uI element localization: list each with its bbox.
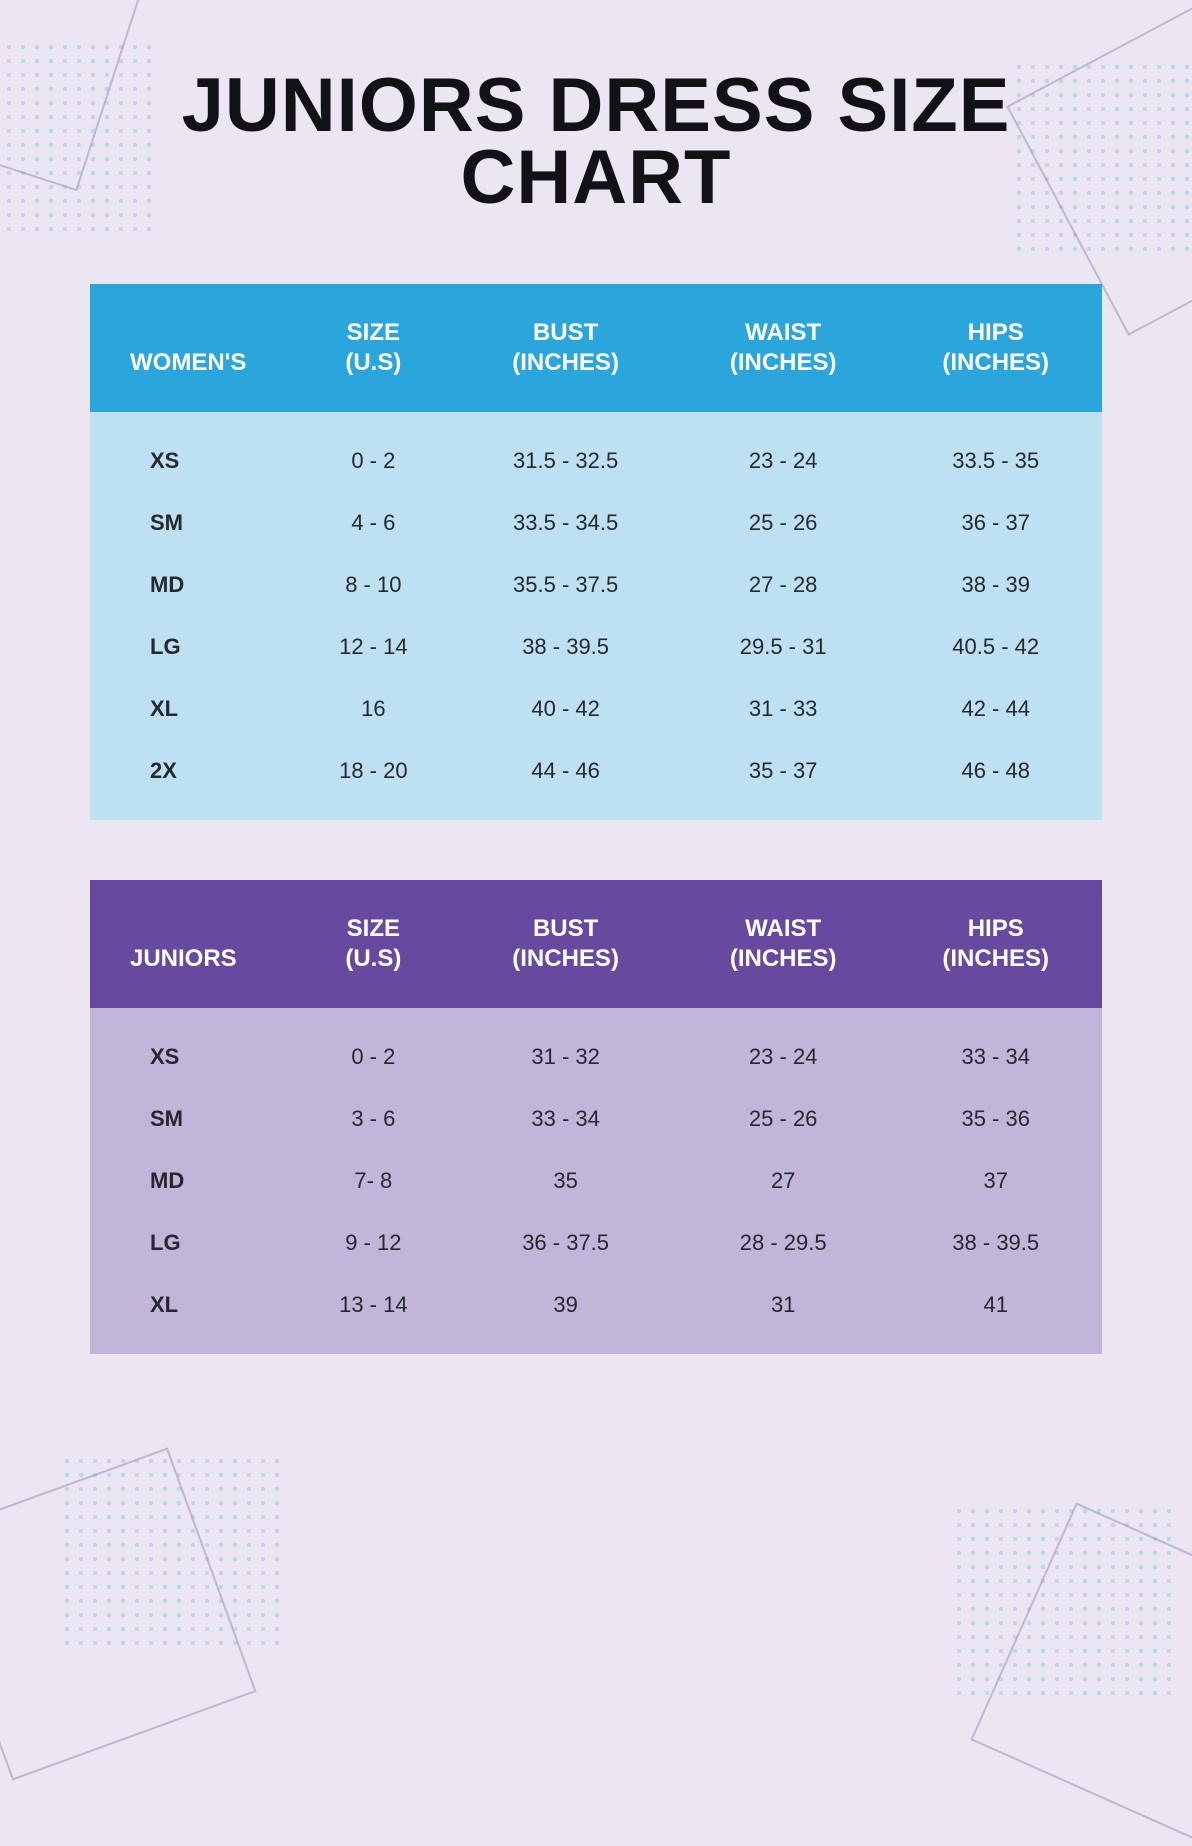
- col-header-bust: BUST (INCHES): [454, 880, 677, 1008]
- table-cell: 44 - 46: [454, 740, 677, 820]
- table-cell: 7- 8: [292, 1150, 454, 1212]
- table-cell: 39: [454, 1274, 677, 1354]
- size-label-cell: 2X: [90, 740, 292, 820]
- col-header-waist: WAIST (INCHES): [677, 880, 890, 1008]
- table-cell: 38 - 39.5: [454, 616, 677, 678]
- page-container: JUNIORS DRESS SIZE CHART WOMEN'S SIZE (U…: [0, 0, 1192, 1494]
- size-label-cell: LG: [90, 1212, 292, 1274]
- table-cell: 31.5 - 32.5: [454, 412, 677, 492]
- size-label-cell: MD: [90, 554, 292, 616]
- table-cell: 40.5 - 42: [889, 616, 1102, 678]
- table-cell: 33 - 34: [454, 1088, 677, 1150]
- table-row: MD 8 - 10 35.5 - 37.5 27 - 28 38 - 39: [90, 554, 1102, 616]
- size-label-cell: XS: [90, 1008, 292, 1088]
- table-row: XL 13 - 14 39 31 41: [90, 1274, 1102, 1354]
- table-cell: 0 - 2: [292, 1008, 454, 1088]
- womens-size-table: WOMEN'S SIZE (U.S) BUST (INCHES) WAIST (…: [90, 284, 1102, 820]
- col-header-hips: HIPS (INCHES): [889, 284, 1102, 412]
- size-label-cell: SM: [90, 1088, 292, 1150]
- table-cell: 12 - 14: [292, 616, 454, 678]
- table-header-row: JUNIORS SIZE (U.S) BUST (INCHES) WAIST (…: [90, 880, 1102, 1008]
- table-cell: 29.5 - 31: [677, 616, 890, 678]
- size-label-cell: XL: [90, 1274, 292, 1354]
- table-cell: 35 - 36: [889, 1088, 1102, 1150]
- table-row: SM 4 - 6 33.5 - 34.5 25 - 26 36 - 37: [90, 492, 1102, 554]
- table-cell: 23 - 24: [677, 412, 890, 492]
- table-header-row: WOMEN'S SIZE (U.S) BUST (INCHES) WAIST (…: [90, 284, 1102, 412]
- col-header-juniors: JUNIORS: [90, 880, 292, 1008]
- juniors-size-table: JUNIORS SIZE (U.S) BUST (INCHES) WAIST (…: [90, 880, 1102, 1354]
- table-row: SM 3 - 6 33 - 34 25 - 26 35 - 36: [90, 1088, 1102, 1150]
- size-label-cell: XS: [90, 412, 292, 492]
- table-cell: 18 - 20: [292, 740, 454, 820]
- table-cell: 31: [677, 1274, 890, 1354]
- table-cell: 25 - 26: [677, 1088, 890, 1150]
- table-cell: 46 - 48: [889, 740, 1102, 820]
- table-cell: 27 - 28: [677, 554, 890, 616]
- col-header-waist: WAIST (INCHES): [677, 284, 890, 412]
- size-label-cell: LG: [90, 616, 292, 678]
- col-header-size: SIZE (U.S): [292, 880, 454, 1008]
- table-cell: 27: [677, 1150, 890, 1212]
- table-cell: 35 - 37: [677, 740, 890, 820]
- table-cell: 31 - 33: [677, 678, 890, 740]
- col-header-hips: HIPS (INCHES): [889, 880, 1102, 1008]
- table-row: LG 12 - 14 38 - 39.5 29.5 - 31 40.5 - 42: [90, 616, 1102, 678]
- table-row: 2X 18 - 20 44 - 46 35 - 37 46 - 48: [90, 740, 1102, 820]
- page-title: JUNIORS DRESS SIZE CHART: [90, 70, 1102, 214]
- table-cell: 13 - 14: [292, 1274, 454, 1354]
- table-cell: 42 - 44: [889, 678, 1102, 740]
- table-row: XS 0 - 2 31.5 - 32.5 23 - 24 33.5 - 35: [90, 412, 1102, 492]
- size-label-cell: MD: [90, 1150, 292, 1212]
- table-cell: 35.5 - 37.5: [454, 554, 677, 616]
- table-cell: 40 - 42: [454, 678, 677, 740]
- col-header-womens: WOMEN'S: [90, 284, 292, 412]
- table-cell: 33.5 - 34.5: [454, 492, 677, 554]
- table-cell: 25 - 26: [677, 492, 890, 554]
- table-cell: 38 - 39.5: [889, 1212, 1102, 1274]
- col-header-size: SIZE (U.S): [292, 284, 454, 412]
- table-cell: 16: [292, 678, 454, 740]
- table-cell: 31 - 32: [454, 1008, 677, 1088]
- table-cell: 3 - 6: [292, 1088, 454, 1150]
- table-row: MD 7- 8 35 27 37: [90, 1150, 1102, 1212]
- size-label-cell: XL: [90, 678, 292, 740]
- table-cell: 9 - 12: [292, 1212, 454, 1274]
- table-cell: 8 - 10: [292, 554, 454, 616]
- table-cell: 28 - 29.5: [677, 1212, 890, 1274]
- table-cell: 36 - 37: [889, 492, 1102, 554]
- col-header-bust: BUST (INCHES): [454, 284, 677, 412]
- table-cell: 35: [454, 1150, 677, 1212]
- table-cell: 38 - 39: [889, 554, 1102, 616]
- table-cell: 37: [889, 1150, 1102, 1212]
- table-cell: 23 - 24: [677, 1008, 890, 1088]
- table-cell: 0 - 2: [292, 412, 454, 492]
- table-row: XS 0 - 2 31 - 32 23 - 24 33 - 34: [90, 1008, 1102, 1088]
- table-cell: 41: [889, 1274, 1102, 1354]
- size-label-cell: SM: [90, 492, 292, 554]
- table-cell: 33.5 - 35: [889, 412, 1102, 492]
- table-row: LG 9 - 12 36 - 37.5 28 - 29.5 38 - 39.5: [90, 1212, 1102, 1274]
- table-cell: 4 - 6: [292, 492, 454, 554]
- table-cell: 33 - 34: [889, 1008, 1102, 1088]
- table-row: XL 16 40 - 42 31 - 33 42 - 44: [90, 678, 1102, 740]
- table-cell: 36 - 37.5: [454, 1212, 677, 1274]
